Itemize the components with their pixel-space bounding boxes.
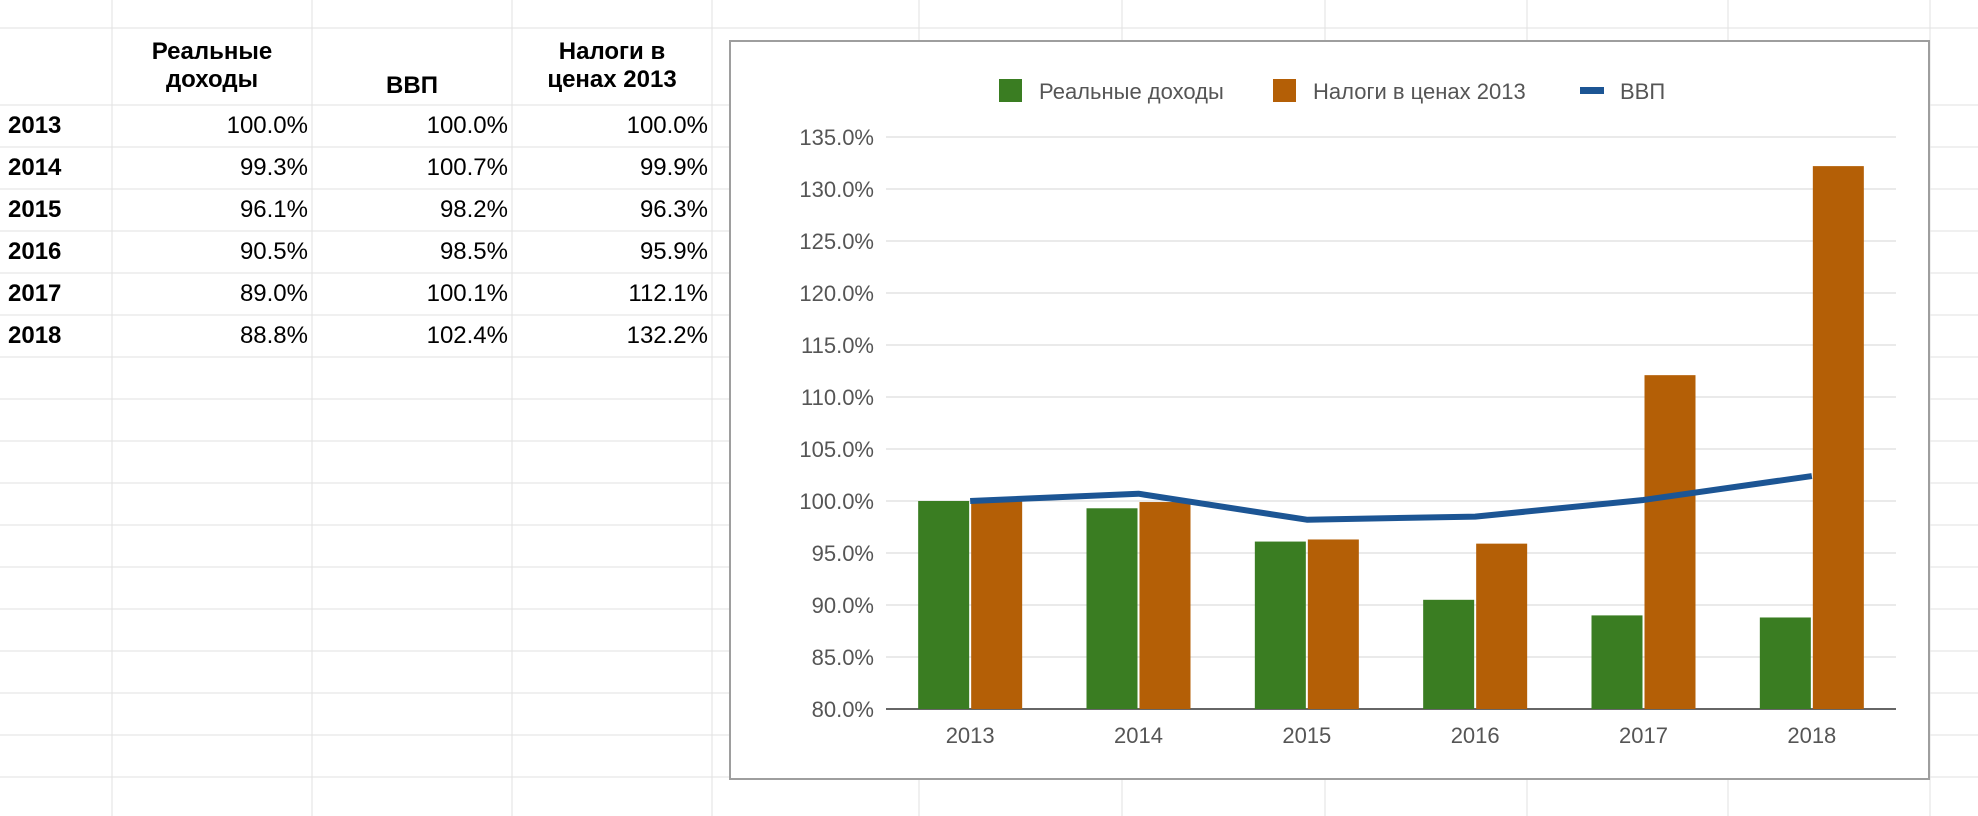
y-tick-label: 95.0% — [812, 541, 874, 566]
bar — [1476, 543, 1528, 709]
year-cell[interactable]: 2016 — [8, 238, 62, 265]
taxes-cell[interactable]: 112.1% — [628, 280, 708, 307]
gdp-cell[interactable]: 100.7% — [426, 154, 508, 181]
bar — [1139, 502, 1191, 709]
gdp-cell[interactable]: 98.2% — [439, 196, 508, 223]
header-gdp-label: ВВП — [386, 72, 438, 99]
legend-label: Реальные доходы — [1039, 79, 1224, 104]
legend-swatch — [999, 79, 1022, 102]
income-cell[interactable]: 99.3% — [239, 154, 308, 181]
y-tick-label: 130.0% — [799, 177, 874, 202]
embedded-chart[interactable]: 80.0% 85.0% 90.0% 95.0% 100.0% 105.0% 110.0% 11… — [729, 40, 1930, 780]
x-tick-label: 2015 — [1282, 723, 1331, 748]
y-tick-label: 120.0% — [799, 281, 874, 306]
year-cell[interactable]: 2014 — [8, 154, 62, 181]
income-cell[interactable]: 100.0% — [226, 112, 308, 139]
bar — [1254, 541, 1306, 709]
y-tick-label: 125.0% — [799, 229, 874, 254]
gdp-cell[interactable]: 100.1% — [426, 280, 508, 307]
header-taxes-line2: ценах 2013 — [547, 66, 677, 93]
taxes-cell[interactable]: 95.9% — [639, 238, 708, 265]
bar — [1423, 599, 1475, 709]
header-real-income[interactable]: Реальные доходы — [112, 38, 312, 94]
year-cell[interactable]: 2018 — [8, 322, 62, 349]
y-tick-label: 100.0% — [799, 489, 874, 514]
bar — [971, 501, 1023, 709]
bar — [1759, 617, 1811, 709]
chart-canvas: 80.0% 85.0% 90.0% 95.0% 100.0% 105.0% 110.0% 11… — [799, 79, 1896, 748]
gdp-cell[interactable]: 98.5% — [439, 238, 508, 265]
gdp-line — [970, 473, 1813, 523]
bar — [1086, 508, 1138, 709]
year-cell[interactable]: 2017 — [8, 280, 62, 307]
y-tick-label: 80.0% — [812, 697, 874, 722]
income-cell[interactable]: 89.0% — [239, 280, 308, 307]
x-tick-label: 2018 — [1787, 723, 1836, 748]
income-cell[interactable]: 88.8% — [239, 322, 308, 349]
bar — [1591, 615, 1643, 709]
gdp-cell[interactable]: 102.4% — [426, 322, 508, 349]
gdp-cell[interactable]: 100.0% — [426, 112, 508, 139]
header-real-income-line1: Реальные — [151, 38, 273, 65]
bar — [1307, 539, 1359, 709]
taxes-cell[interactable]: 99.9% — [639, 154, 708, 181]
y-tick-label: 90.0% — [812, 593, 874, 618]
x-tick-label: 2016 — [1451, 723, 1500, 748]
header-taxes-line1: Налоги в — [558, 38, 666, 65]
bar — [918, 501, 970, 709]
x-tick-label: 2017 — [1619, 723, 1668, 748]
legend-label: Налоги в ценах 2013 — [1313, 79, 1526, 104]
taxes-cell[interactable]: 96.3% — [639, 196, 708, 223]
y-tick-label: 110.0% — [801, 385, 874, 410]
y-tick-label: 85.0% — [812, 645, 874, 670]
taxes-cell[interactable]: 100.0% — [626, 112, 708, 139]
header-taxes[interactable]: Налоги в ценах 2013 — [512, 38, 712, 94]
income-cell[interactable]: 90.5% — [239, 238, 308, 265]
x-tick-label: 2014 — [1114, 723, 1163, 748]
taxes-cell[interactable]: 132.2% — [626, 322, 708, 349]
legend-label: ВВП — [1620, 79, 1665, 104]
year-cell[interactable]: 2013 — [8, 112, 62, 139]
header-real-income-line2: доходы — [165, 66, 259, 93]
income-cell[interactable]: 96.1% — [239, 196, 308, 223]
bar — [1812, 166, 1864, 709]
y-tick-label: 105.0% — [799, 437, 874, 462]
bar — [1644, 375, 1696, 709]
year-cell[interactable]: 2015 — [8, 196, 62, 223]
header-gdp[interactable]: ВВП — [312, 72, 512, 100]
legend-swatch — [1273, 79, 1296, 102]
legend-line-swatch — [1580, 87, 1604, 94]
y-tick-label: 115.0% — [801, 333, 874, 358]
x-tick-label: 2013 — [946, 723, 995, 748]
y-tick-label: 135.0% — [799, 125, 874, 150]
